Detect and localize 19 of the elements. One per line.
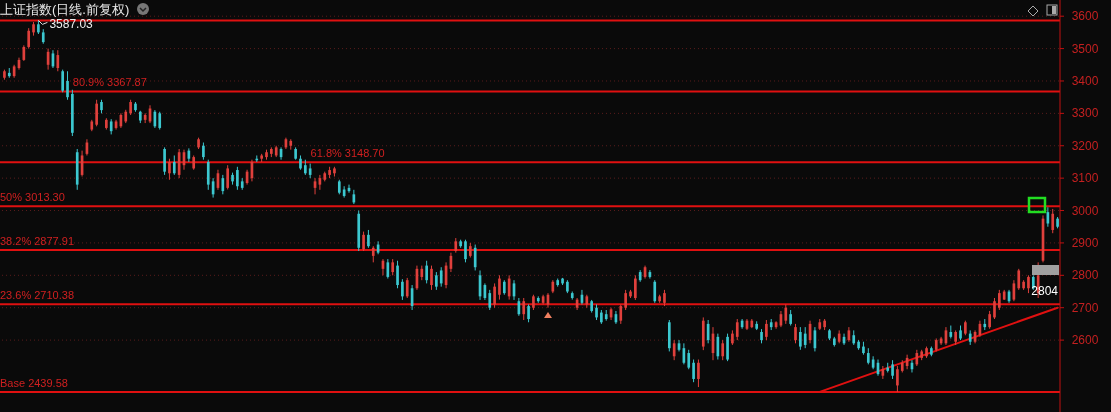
ref-line-label: 80.9% 3367.87 bbox=[72, 76, 147, 89]
chart-title: 上证指数(日线.前复权) bbox=[0, 2, 130, 17]
ref-line-label: 61.8% 3148.70 bbox=[310, 147, 385, 160]
ref-line-label: 50% 3013.30 bbox=[0, 191, 65, 204]
y-tick-label: 3500 bbox=[1071, 41, 1099, 56]
y-tick-label: 2800 bbox=[1071, 268, 1099, 283]
ref-line-label: 38.2% 2877.91 bbox=[0, 235, 75, 248]
y-tick-label: 2700 bbox=[1071, 300, 1099, 315]
y-tick-label: 3000 bbox=[1071, 203, 1099, 218]
y-tick-label: 2900 bbox=[1071, 235, 1099, 250]
y-tick-label: 3400 bbox=[1071, 73, 1099, 88]
y-tick-label: 3100 bbox=[1071, 171, 1099, 186]
y-tick-label: 2600 bbox=[1071, 333, 1099, 348]
ref-line-label: 23.6% 2710.38 bbox=[0, 289, 75, 302]
y-tick-label: 3600 bbox=[1071, 9, 1099, 24]
y-tick-label: 3200 bbox=[1071, 138, 1099, 153]
annotation: 3587.03 bbox=[49, 17, 94, 32]
y-tick-label: 3300 bbox=[1071, 106, 1099, 121]
ref-line-label: Base 2439.58 bbox=[0, 377, 68, 390]
